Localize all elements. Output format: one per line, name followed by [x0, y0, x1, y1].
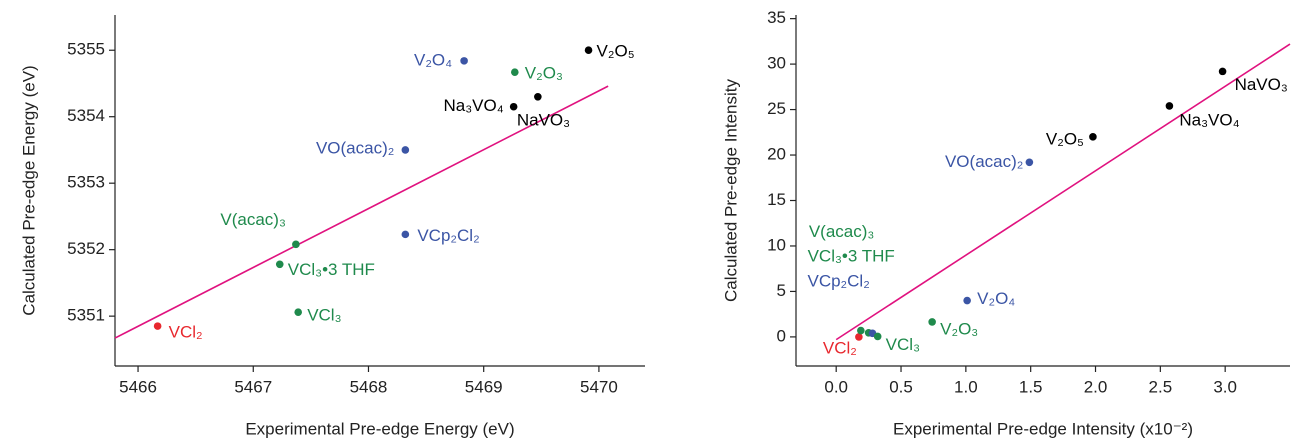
- point-label: V₂O₃: [525, 64, 563, 83]
- data-point: [460, 57, 468, 65]
- y-tick-label: 30: [767, 54, 786, 73]
- x-tick-label: 2.0: [1084, 377, 1108, 396]
- y-tick-label: 5: [777, 281, 786, 300]
- point-label: VCl₃•3 THF: [808, 246, 895, 265]
- fit-line: [835, 43, 1291, 341]
- x-tick-label: 5466: [119, 377, 157, 396]
- y-tick-label: 25: [767, 99, 786, 118]
- x-axis-label: Experimental Pre-edge Energy (eV): [245, 419, 514, 438]
- data-point: [275, 260, 284, 269]
- point-label: V(acac)₃: [220, 210, 286, 229]
- x-tick-label: 0.0: [824, 377, 848, 396]
- y-axis-label: Calculated Pre-edge Energy (eV): [19, 65, 38, 315]
- data-point: [401, 230, 410, 239]
- data-point: [153, 322, 162, 330]
- y-tick-label: 5353: [67, 173, 105, 192]
- y-tick-label: 10: [767, 235, 786, 254]
- x-tick-label: 2.5: [1149, 377, 1173, 396]
- point-label: VCp₂Cl₂: [417, 226, 479, 245]
- data-point: [294, 308, 302, 316]
- point-label: VCl₃•3 THF: [288, 260, 375, 279]
- x-tick-label: 1.0: [954, 377, 978, 396]
- y-tick-label: 5352: [67, 239, 105, 258]
- y-tick-label: 20: [767, 145, 786, 164]
- y-tick-label: 0: [777, 326, 786, 345]
- point-label: Na₃VO₄: [1179, 110, 1239, 129]
- y-tick-label: 35: [767, 8, 786, 27]
- data-point: [1089, 133, 1097, 141]
- x-tick-label: 5468: [350, 377, 388, 396]
- x-tick-label: 5469: [465, 377, 503, 396]
- point-label: V₂O₅: [597, 42, 635, 61]
- data-point: [928, 318, 936, 326]
- point-label: V₂O₄: [977, 289, 1015, 308]
- point-label: V₂O₄: [414, 50, 452, 69]
- data-point: [292, 240, 300, 249]
- point-label: VCp₂Cl₂: [807, 272, 869, 291]
- x-tick-label: 1.5: [1019, 377, 1043, 396]
- y-tick-label: 5355: [67, 40, 105, 59]
- y-tick-label: 5354: [67, 106, 105, 125]
- y-axis-label: Calculated Pre-edge Intensity: [721, 78, 740, 302]
- data-point: [873, 332, 882, 341]
- point-label: NaVO₃: [1235, 75, 1288, 94]
- x-tick-label: 0.5: [889, 377, 913, 396]
- point-label: V₂O₅: [1046, 129, 1084, 148]
- x-axis-label: Experimental Pre-edge Intensity (x10⁻²): [893, 419, 1193, 438]
- x-tick-label: 5467: [234, 377, 272, 396]
- point-label: VO(acac)₂: [945, 152, 1023, 171]
- data-point: [963, 296, 971, 305]
- point-label: VCl₂: [823, 338, 857, 357]
- data-point: [401, 146, 410, 154]
- data-point: [509, 102, 518, 111]
- point-label: V(acac)₃: [809, 222, 875, 241]
- data-point: [534, 92, 542, 101]
- data-point: [857, 326, 865, 335]
- data-point: [1165, 102, 1174, 110]
- data-point: [855, 333, 863, 341]
- point-label: VCl₂: [169, 323, 203, 342]
- x-tick-label: 5470: [580, 377, 618, 396]
- y-tick-label: 15: [767, 190, 786, 209]
- data-point: [1025, 158, 1034, 167]
- point-label: VCl₃: [886, 335, 920, 354]
- y-tick-label: 5351: [67, 306, 105, 325]
- data-point: [584, 46, 593, 55]
- x-tick-label: 3.0: [1213, 377, 1237, 396]
- data-point: [1218, 67, 1227, 76]
- point-label: VCl₃: [307, 306, 341, 325]
- point-label: NaVO₃: [517, 110, 570, 129]
- fit-line: [114, 85, 609, 339]
- point-label: Na₃VO₄: [443, 96, 503, 115]
- data-point: [511, 68, 519, 76]
- point-label: VO(acac)₂: [316, 138, 394, 157]
- point-label: V₂O₃: [940, 319, 978, 338]
